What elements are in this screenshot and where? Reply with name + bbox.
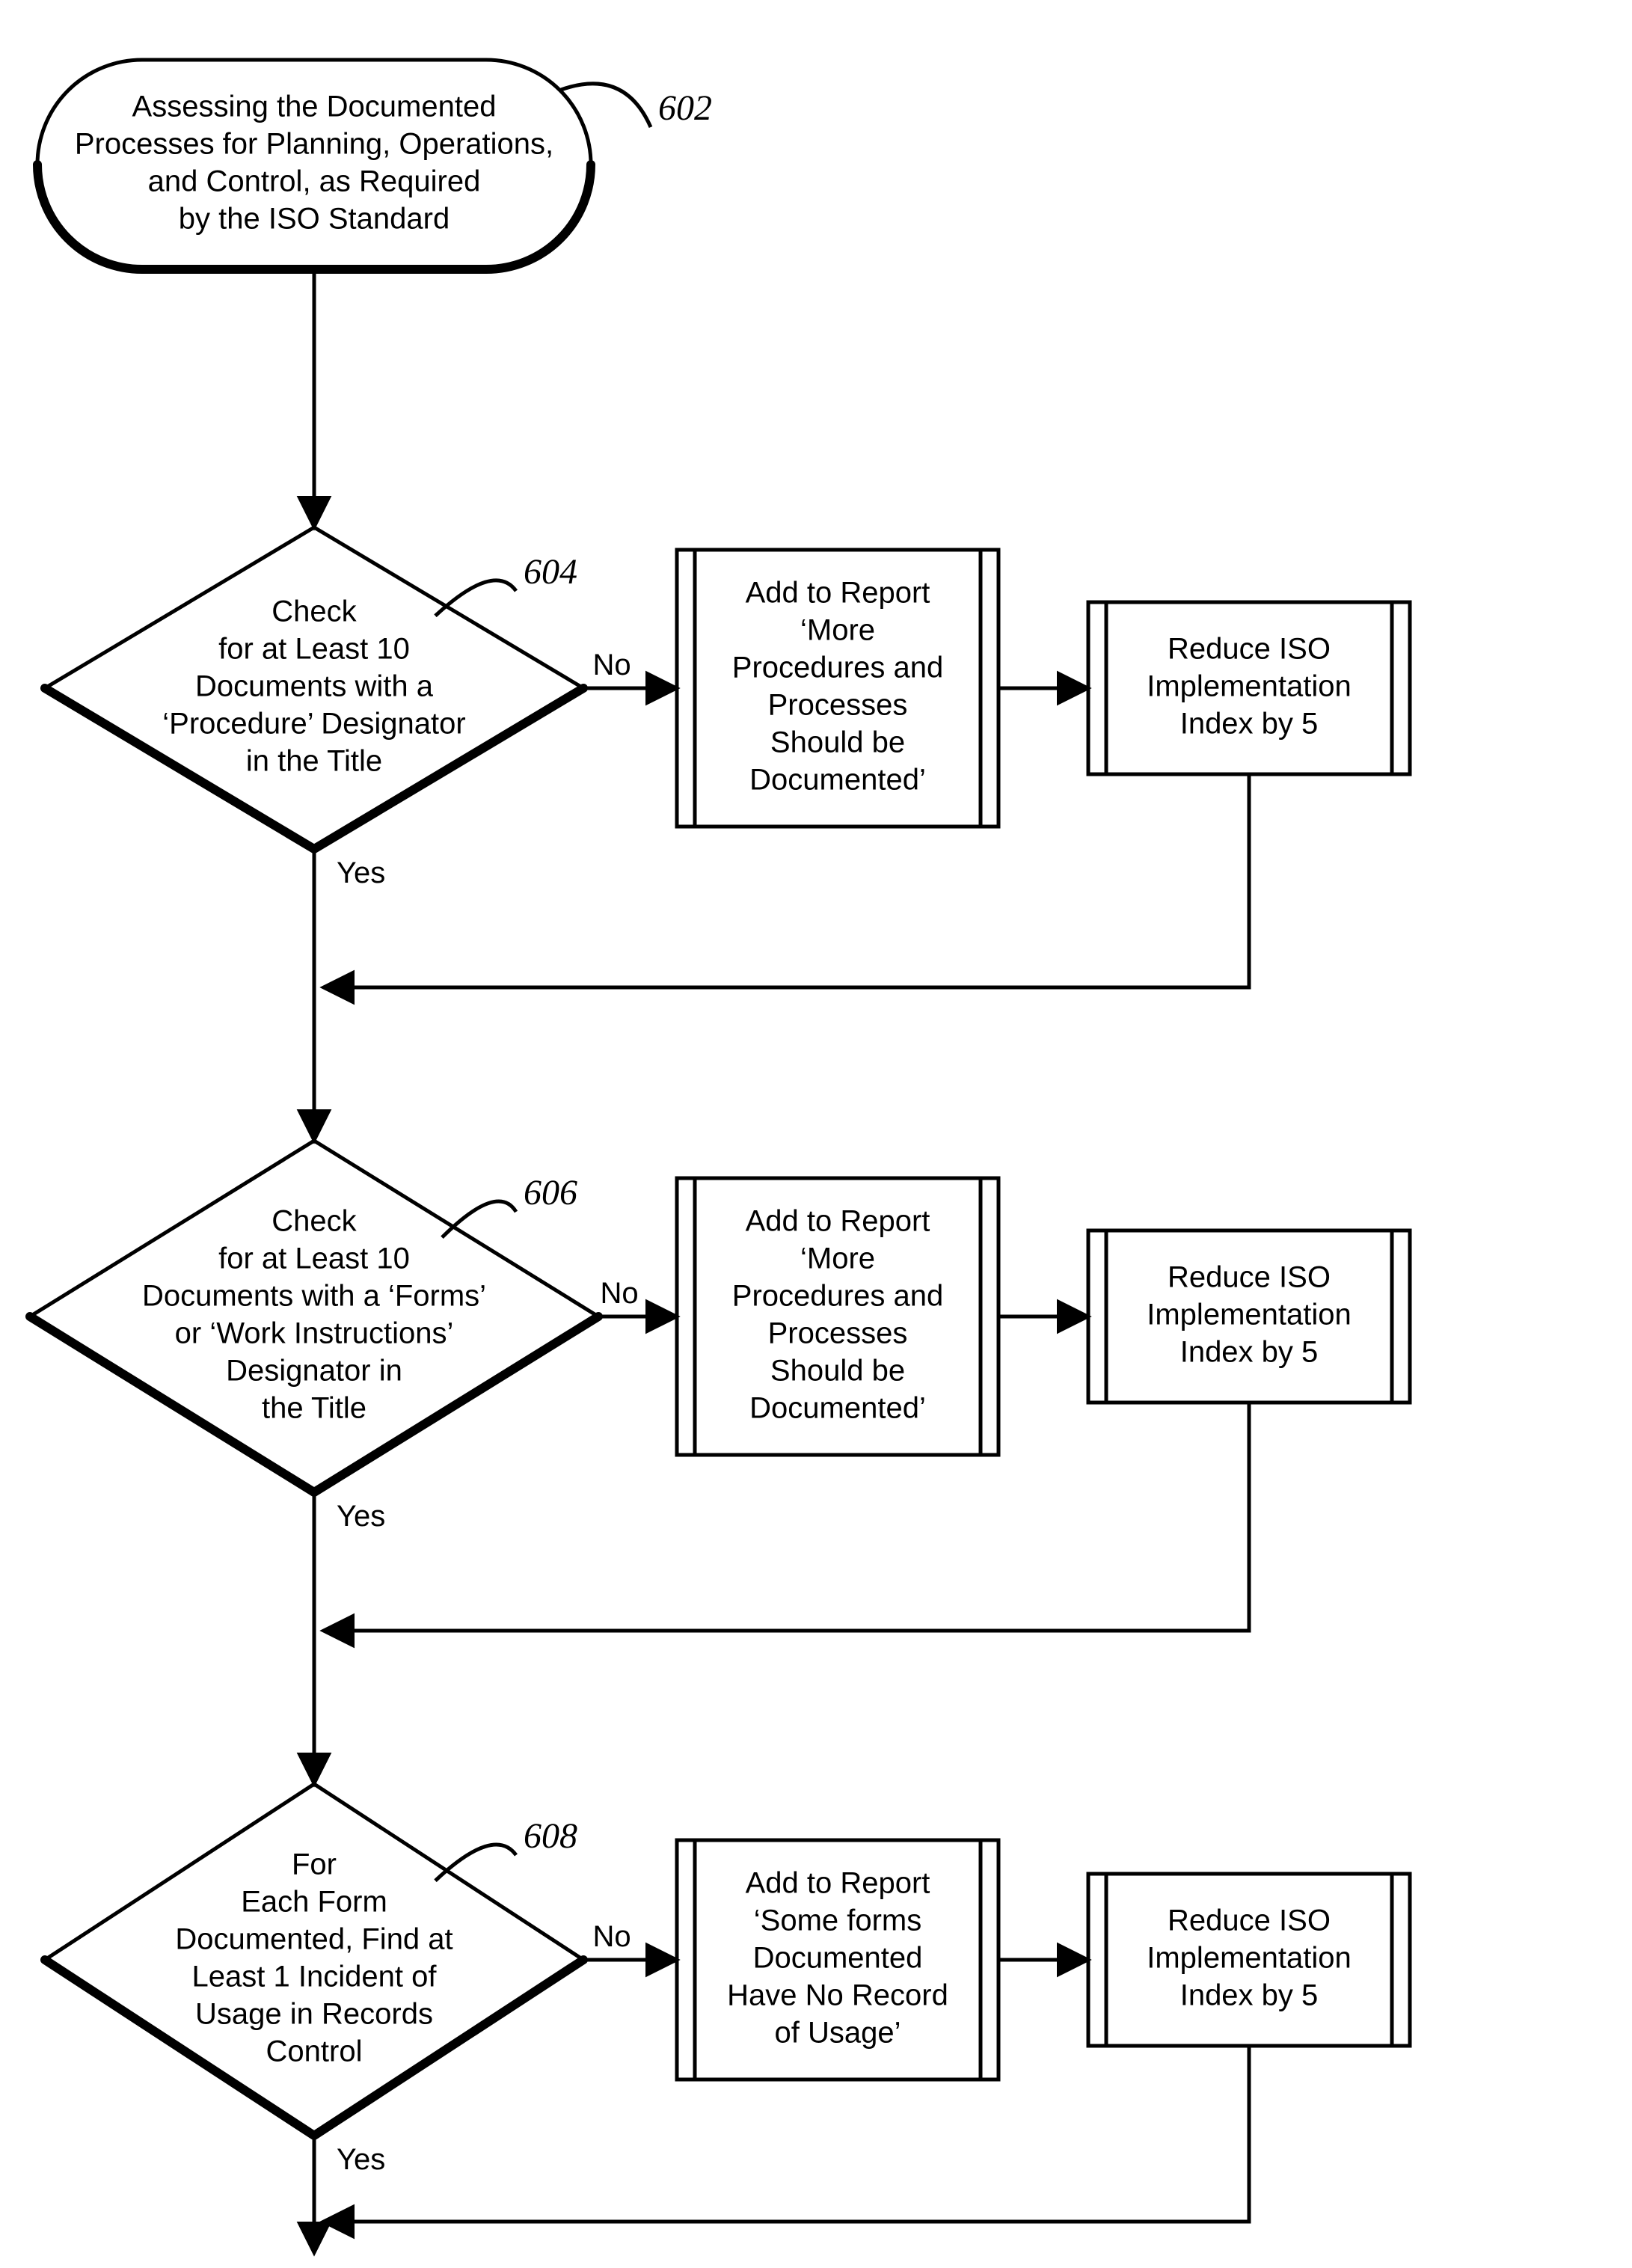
svg-text:Procedures and: Procedures and xyxy=(732,652,943,684)
process-node: Reduce ISO Implementation Index by 5 xyxy=(1088,1230,1410,1403)
svg-text:Have No Record: Have No Record xyxy=(727,1979,948,2012)
svg-text:Procedures and: Procedures and xyxy=(732,1280,943,1313)
terminator-node: Assessing the Documented Processes for Pl… xyxy=(37,60,591,269)
svg-text:Reduce ISO: Reduce ISO xyxy=(1168,1261,1331,1294)
process-node: Add to Report ‘Some forms Documented Have N… xyxy=(677,1840,998,2079)
svg-text:the Title: the Title xyxy=(262,1392,366,1425)
svg-text:Documented’: Documented’ xyxy=(749,764,926,797)
svg-text:Check: Check xyxy=(272,1205,357,1238)
edge-label-yes: Yes xyxy=(337,2143,385,2176)
svg-text:by the ISO Standard: by the ISO Standard xyxy=(179,203,450,236)
svg-text:‘More: ‘More xyxy=(800,1242,875,1275)
svg-text:For: For xyxy=(292,1848,337,1881)
svg-text:‘More: ‘More xyxy=(800,614,875,647)
process-node: Add to Report ‘More Procedures and Processe… xyxy=(677,550,998,827)
svg-text:Designator in: Designator in xyxy=(226,1355,402,1388)
svg-text:Documented, Find at: Documented, Find at xyxy=(175,1923,453,1956)
svg-text:Processes: Processes xyxy=(768,1317,908,1350)
svg-text:and Control, as Required: and Control, as Required xyxy=(148,165,481,198)
svg-text:Usage in Records: Usage in Records xyxy=(195,1998,433,2031)
svg-text:Each Form: Each Form xyxy=(241,1886,387,1919)
svg-text:Assessing the Documented: Assessing the Documented xyxy=(132,91,497,123)
svg-text:Add to Report: Add to Report xyxy=(746,1867,930,1900)
flowchart-canvas: Assessing the Documented Processes for Pl… xyxy=(0,0,1632,2268)
process-node: Reduce ISO Implementation Index by 5 xyxy=(1088,602,1410,774)
svg-text:Implementation: Implementation xyxy=(1147,1299,1351,1331)
svg-text:‘Procedure’ Designator: ‘Procedure’ Designator xyxy=(162,708,465,741)
svg-text:Reduce ISO: Reduce ISO xyxy=(1168,633,1331,666)
process-node: Add to Report ‘More Procedures and Processe… xyxy=(677,1178,998,1455)
svg-text:of Usage’: of Usage’ xyxy=(775,2017,901,2050)
edge-label-no: No xyxy=(601,1277,639,1310)
svg-text:in the Title: in the Title xyxy=(246,745,382,778)
svg-text:Documents with a ‘Forms’: Documents with a ‘Forms’ xyxy=(142,1280,486,1313)
edge-label-yes: Yes xyxy=(337,1500,385,1533)
edge-label-yes: Yes xyxy=(337,856,385,889)
decision-node: Check for at Least 10 Documents with a ‘Pro… xyxy=(45,527,583,849)
svg-text:Implementation: Implementation xyxy=(1147,670,1351,703)
svg-text:Add to Report: Add to Report xyxy=(746,1205,930,1238)
svg-text:Index by 5: Index by 5 xyxy=(1180,708,1319,741)
svg-text:Reduce ISO: Reduce ISO xyxy=(1168,1904,1331,1937)
reference-number: 606 xyxy=(524,1173,577,1213)
decision-node: Check for at Least 10 Documents with a ‘Fo… xyxy=(30,1141,598,1492)
reference-number: 608 xyxy=(524,1816,577,1856)
svg-text:Least 1 Incident of: Least 1 Incident of xyxy=(192,1961,438,1993)
edge-label-no: No xyxy=(593,649,631,681)
svg-text:Documented: Documented xyxy=(753,1942,923,1975)
process-node: Reduce ISO Implementation Index by 5 xyxy=(1088,1874,1410,2046)
svg-text:Documents with a: Documents with a xyxy=(195,670,434,703)
svg-text:Documented’: Documented’ xyxy=(749,1392,926,1425)
edge-label-no: No xyxy=(593,1920,631,1953)
svg-text:Should be: Should be xyxy=(770,1355,905,1388)
svg-text:or ‘Work Instructions’: or ‘Work Instructions’ xyxy=(175,1317,454,1350)
svg-text:Should be: Should be xyxy=(770,726,905,759)
svg-text:Control: Control xyxy=(266,2035,363,2068)
decision-node: For Each Form Documented, Find at Least 1 I… xyxy=(45,1784,583,2136)
svg-text:Add to Report: Add to Report xyxy=(746,577,930,610)
svg-text:‘Some forms: ‘Some forms xyxy=(754,1904,922,1937)
reference-number: 604 xyxy=(524,552,577,592)
reference-number: 602 xyxy=(658,88,712,128)
svg-text:Index by 5: Index by 5 xyxy=(1180,1336,1319,1369)
svg-text:Processes for Planning, Operat: Processes for Planning, Operations, xyxy=(75,128,553,161)
svg-text:Check: Check xyxy=(272,595,357,628)
svg-text:Index by 5: Index by 5 xyxy=(1180,1979,1319,2012)
svg-text:Processes: Processes xyxy=(768,689,908,722)
svg-text:for at Least 10: for at Least 10 xyxy=(218,1242,410,1275)
svg-text:for at Least 10: for at Least 10 xyxy=(218,633,410,666)
svg-text:Implementation: Implementation xyxy=(1147,1942,1351,1975)
